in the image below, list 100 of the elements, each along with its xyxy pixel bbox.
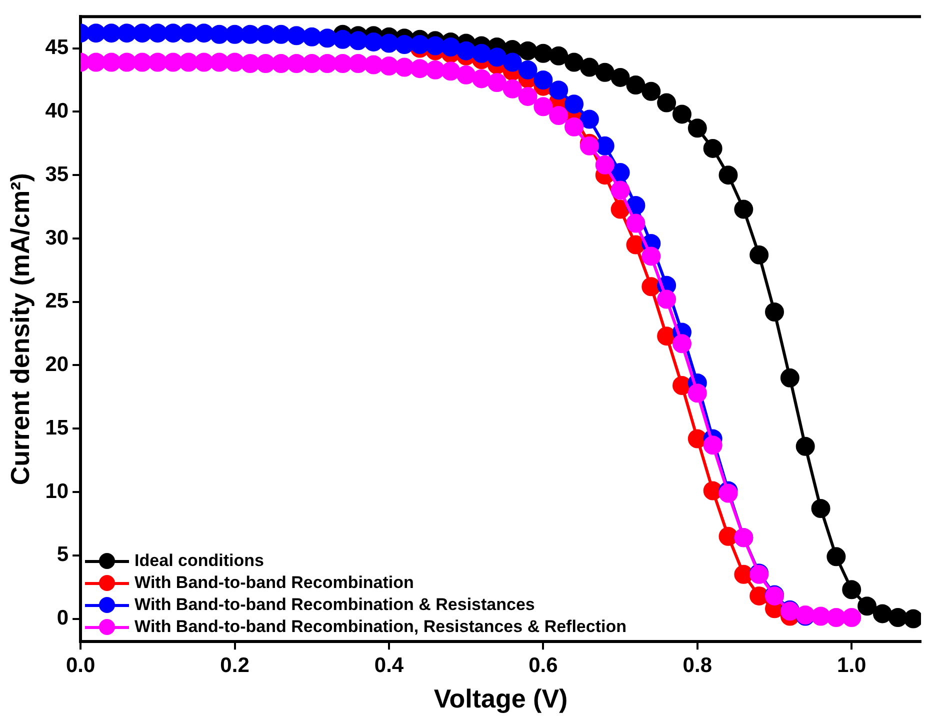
point <box>718 166 738 185</box>
point <box>580 110 599 129</box>
point <box>657 326 676 346</box>
point <box>272 54 291 74</box>
x-tick-label: 0.4 <box>374 654 404 677</box>
y-tick-label: 35 <box>45 162 69 186</box>
x-tick-label: 0.2 <box>220 654 250 677</box>
point <box>148 52 168 72</box>
point <box>564 117 584 136</box>
point <box>564 52 584 72</box>
point <box>487 48 506 67</box>
point <box>426 36 445 56</box>
point <box>688 429 707 448</box>
point <box>595 136 614 156</box>
y-tick-label: 40 <box>45 99 69 122</box>
point <box>688 384 707 403</box>
point <box>610 200 630 219</box>
point <box>194 24 214 43</box>
point <box>626 235 646 254</box>
point <box>872 604 892 624</box>
point <box>642 82 661 101</box>
point <box>132 52 152 72</box>
point <box>518 41 538 60</box>
point <box>595 62 614 82</box>
point <box>626 214 646 233</box>
point <box>534 44 553 63</box>
point <box>718 484 738 503</box>
point <box>549 80 568 100</box>
point <box>272 24 291 44</box>
point <box>610 180 630 200</box>
point <box>210 24 229 44</box>
point <box>86 24 106 43</box>
point <box>718 526 738 546</box>
point <box>688 118 707 138</box>
point <box>456 65 476 84</box>
point <box>610 163 630 182</box>
point <box>888 608 908 628</box>
point <box>549 106 568 125</box>
point <box>441 38 460 57</box>
point <box>86 52 106 72</box>
point <box>240 54 260 74</box>
point <box>734 564 754 584</box>
point <box>240 24 260 44</box>
point <box>410 34 430 54</box>
x-tick-label: 0.0 <box>66 654 96 677</box>
point <box>564 94 584 114</box>
point <box>826 608 846 628</box>
point <box>348 31 368 50</box>
point <box>580 136 599 156</box>
point <box>842 608 862 628</box>
point <box>379 34 398 53</box>
point <box>580 58 599 77</box>
point <box>858 596 877 616</box>
point <box>518 60 538 80</box>
y-axis-title: Current density (mA/cm²) <box>4 173 35 486</box>
point <box>672 104 692 124</box>
y-tick-label: 25 <box>45 290 69 313</box>
y-tick-label: 5 <box>56 543 69 566</box>
legend-label: With Band-to-band Recombination & Resistances <box>134 594 535 615</box>
x-axis-title: Voltage (V) <box>434 684 568 714</box>
point <box>534 97 553 116</box>
point <box>148 24 168 43</box>
point <box>672 334 692 354</box>
point <box>348 54 368 74</box>
point <box>210 52 229 72</box>
point <box>703 481 722 500</box>
legend-label: With Band-to-band Recombination <box>134 572 414 593</box>
point <box>318 54 337 74</box>
point <box>487 73 506 92</box>
point <box>703 436 722 455</box>
point <box>256 24 276 44</box>
point <box>179 52 198 72</box>
point <box>318 28 337 48</box>
point <box>657 93 676 112</box>
point <box>456 41 476 60</box>
point <box>518 86 538 106</box>
point <box>426 60 445 80</box>
point <box>534 70 553 90</box>
point <box>811 498 830 518</box>
point <box>502 79 522 98</box>
point <box>472 69 492 88</box>
point <box>734 200 754 219</box>
point <box>626 76 646 95</box>
point <box>302 27 322 46</box>
point <box>117 52 136 72</box>
point <box>672 376 692 396</box>
point <box>394 58 414 77</box>
point <box>441 62 460 81</box>
point <box>410 59 430 78</box>
point <box>302 54 322 74</box>
y-tick-label: 15 <box>45 416 69 440</box>
point <box>750 245 769 264</box>
point <box>286 26 306 46</box>
point <box>364 55 384 74</box>
point <box>595 155 614 174</box>
point <box>286 54 306 74</box>
point <box>657 290 676 309</box>
y-tick-label: 45 <box>45 36 69 60</box>
point <box>780 368 800 388</box>
point <box>502 52 522 72</box>
